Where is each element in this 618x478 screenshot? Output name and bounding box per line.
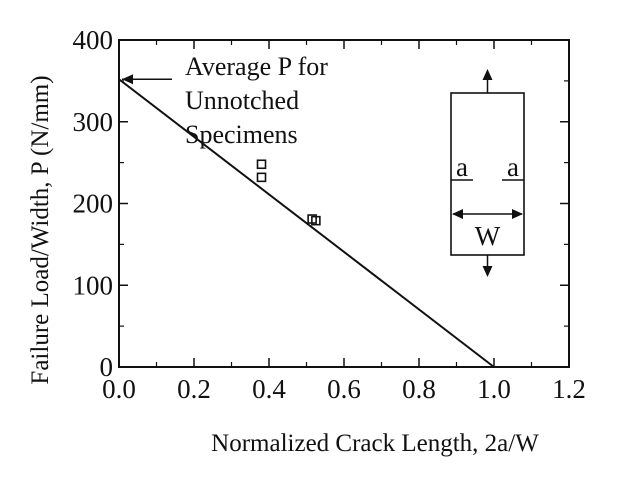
x-tick-label: 0.6 <box>327 374 361 404</box>
x-tick-label: 0.0 <box>102 374 136 404</box>
annotation-text-line: Unnotched <box>185 86 299 115</box>
y-tick-label: 200 <box>73 189 114 219</box>
crack-label-right: a <box>507 152 519 182</box>
width-arrow-left-head <box>452 209 463 219</box>
annotation-text-line: Specimens <box>185 120 298 149</box>
fit-line <box>118 78 495 368</box>
crack-label-left: a <box>456 152 468 182</box>
x-tick-label: 0.4 <box>252 374 286 404</box>
y-tick-label: 100 <box>73 270 114 300</box>
annotation-arrow-head <box>122 74 133 85</box>
y-tick-label: 400 <box>73 25 114 55</box>
y-axis-title: Failure Load/Width, P (N/mm) <box>27 75 54 384</box>
x-tick-label: 1.0 <box>477 374 511 404</box>
data-point <box>256 172 267 183</box>
x-tick-label: 0.2 <box>177 374 211 404</box>
load-arrow-top-head <box>482 69 493 80</box>
data-point <box>256 159 267 170</box>
data-point <box>311 215 321 226</box>
annotation-text-line: Average P for <box>185 52 328 81</box>
width-arrow-right-head <box>512 209 523 219</box>
x-tick-label: 1.2 <box>552 374 586 404</box>
y-tick-label: 0 <box>100 352 114 382</box>
load-arrow-bottom-head <box>482 266 493 277</box>
x-axis-title: Normalized Crack Length, 2a/W <box>211 430 539 457</box>
x-tick-label: 0.8 <box>402 374 436 404</box>
width-label: W <box>475 221 501 251</box>
y-tick-label: 300 <box>73 107 114 137</box>
